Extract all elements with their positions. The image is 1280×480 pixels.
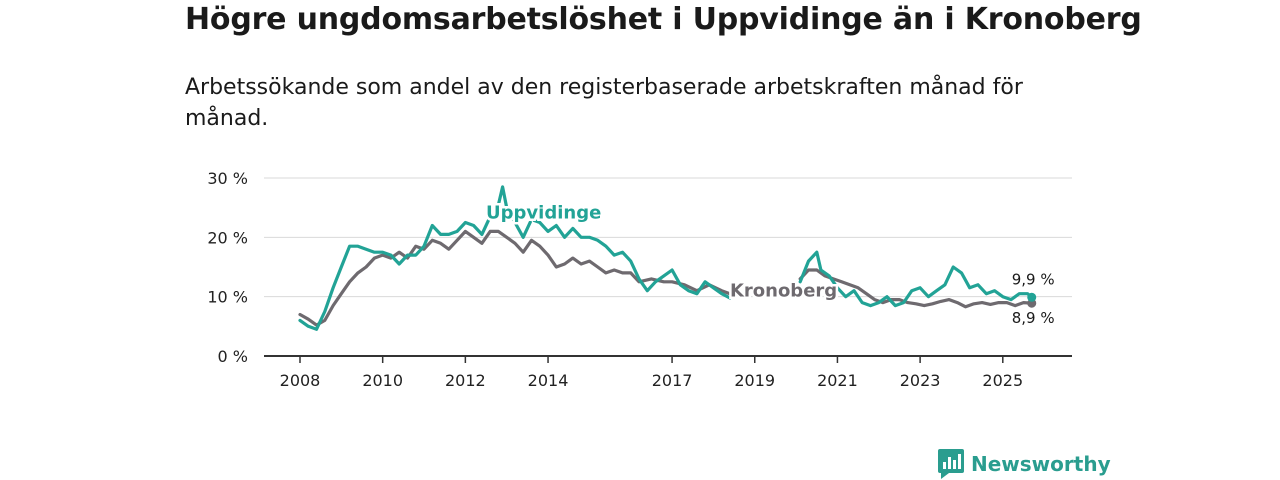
x-tick-label: 2017 — [652, 371, 693, 390]
x-tick-label: 2014 — [528, 371, 569, 390]
end-value-label-kronoberg: 8,9 % — [1012, 309, 1055, 327]
series-lines — [298, 185, 1037, 331]
x-tick-label: 2025 — [982, 371, 1023, 390]
brand-name: Newsworthy — [971, 452, 1111, 476]
y-tick-label: 10 % — [207, 288, 248, 307]
x-tick-label: 2008 — [280, 371, 321, 390]
chart-title: Högre ungdomsarbetslöshet i Uppvidinge ä… — [185, 2, 1142, 37]
x-tick-label: 2019 — [734, 371, 775, 390]
series-labels: Kronoberg 8,9 % Uppvidinge 9,9 % — [484, 200, 1057, 329]
y-tick-label: 20 % — [207, 228, 248, 247]
series-line-kronoberg — [298, 229, 732, 327]
y-tick-label: 0 % — [218, 347, 248, 366]
end-value-label-uppvidinge: 9,9 % — [1012, 270, 1055, 288]
gridlines — [264, 177, 1072, 357]
x-tick-label: 2010 — [362, 371, 403, 390]
series-line-kronoberg — [798, 268, 1034, 309]
y-tick-label: 30 % — [207, 169, 248, 188]
x-tick-label: 2023 — [900, 371, 941, 390]
series-label-uppvidinge: Uppvidinge — [486, 202, 601, 223]
chart-subtitle: Arbetssökande som andel av den registerb… — [185, 75, 1023, 131]
x-tick-label: 2021 — [817, 371, 858, 390]
y-axis-ticks: 0 % 10 % 20 % 30 % — [207, 169, 248, 366]
series-label-kronoberg: Kronoberg — [730, 281, 837, 302]
series-line-uppvidinge — [798, 250, 1034, 308]
x-axis-ticks: 2008 2010 2012 2014 2017 2019 2021 2023 2025 — [280, 356, 1023, 390]
newsworthy-brand: Newsworthy — [937, 448, 1111, 480]
series-line-uppvidinge — [298, 185, 732, 331]
end-point-uppvidinge — [1027, 292, 1037, 302]
x-tick-label: 2012 — [445, 371, 486, 390]
newsworthy-logo-icon — [938, 449, 964, 479]
